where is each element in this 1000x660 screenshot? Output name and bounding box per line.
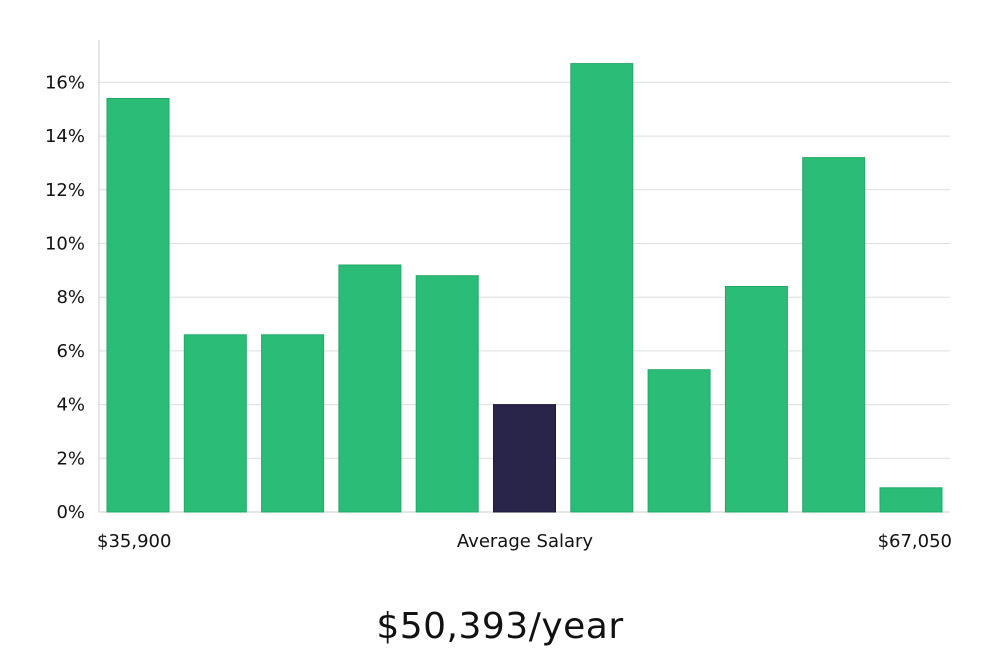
y-tick-label-10: 10% (45, 234, 85, 255)
bar-4 (338, 264, 402, 513)
y-tick-label-6: 6% (56, 341, 85, 362)
bar-1 (106, 98, 170, 513)
y-tick-label-12: 12% (45, 180, 85, 201)
y-axis-tick-labels: 0% 2% 4% 6% 8% 10% 12% 14% 16% (45, 72, 85, 523)
x-axis-min-label: $35,900 (97, 531, 171, 552)
bar-8 (647, 369, 711, 513)
bar-10 (802, 157, 866, 513)
bar-average-salary (493, 404, 556, 513)
bar-11 (879, 487, 943, 513)
y-tick-label-16: 16% (45, 72, 85, 93)
bars (106, 63, 943, 513)
y-tick-label-8: 8% (56, 287, 85, 308)
average-salary-headline: $50,393/year (376, 606, 624, 647)
y-tick-label-14: 14% (45, 126, 85, 147)
y-tick-label-2: 2% (56, 448, 85, 469)
y-tick-label-0: 0% (56, 502, 85, 523)
bar-3 (261, 334, 325, 513)
bar-2 (183, 334, 247, 513)
y-tick-label-4: 4% (56, 395, 85, 416)
bar-9 (724, 286, 788, 513)
x-axis-title: Average Salary (457, 531, 594, 552)
bar-5 (415, 275, 479, 513)
x-axis-max-label: $67,050 (878, 531, 952, 552)
bar-7 (570, 63, 634, 513)
